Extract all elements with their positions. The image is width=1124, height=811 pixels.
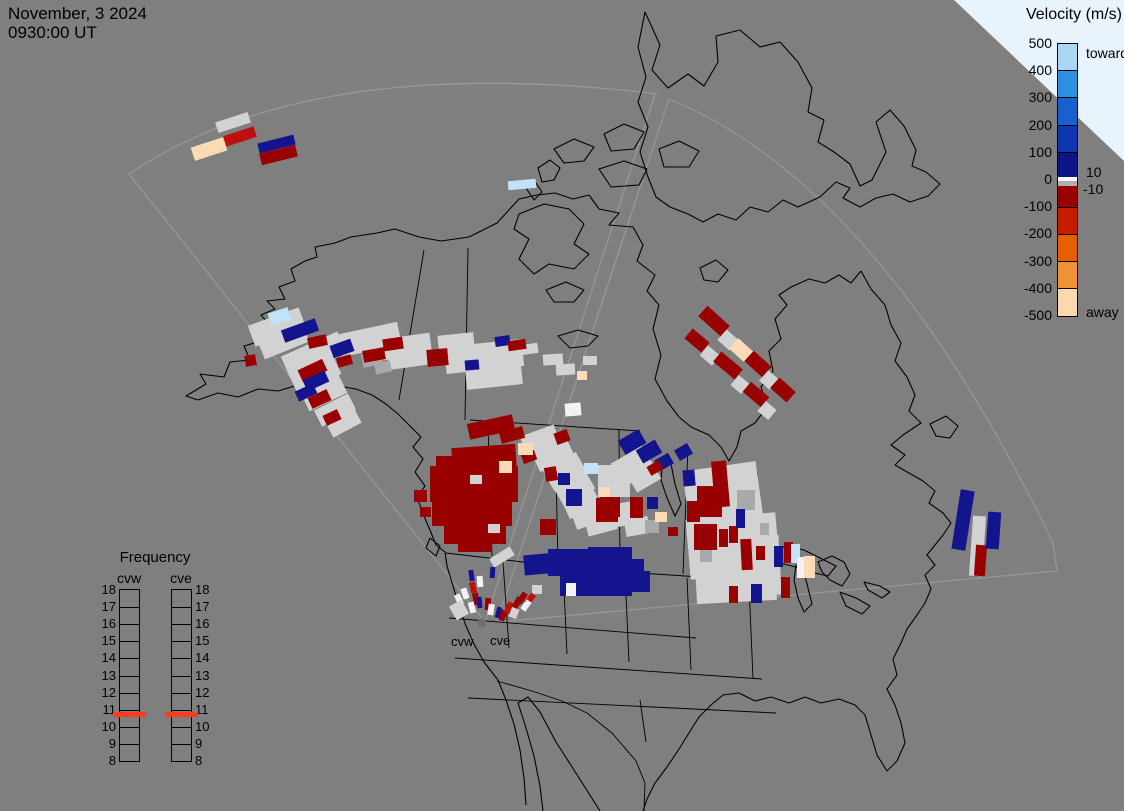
frequency-bar-tick	[120, 641, 139, 643]
frequency-scale-label: 15	[195, 633, 210, 649]
velocity-tick-label: 100	[1028, 143, 1052, 160]
coastlines	[185, 11, 959, 811]
frequency-bar-tick	[172, 743, 191, 745]
frequency-bar-tick	[120, 658, 139, 660]
frequency-column-header-cvw: cvw	[116, 570, 142, 586]
velocity-colorbar-segment	[1058, 98, 1077, 126]
frequency-bar-tick	[172, 658, 191, 660]
frequency-scale-label: 15	[101, 633, 116, 649]
frequency-bar-tick	[120, 692, 139, 694]
velocity-colorbar-segment	[1058, 181, 1077, 186]
radar-site-label-cvw: cvw	[451, 634, 474, 649]
velocity-away-label: away	[1086, 304, 1119, 320]
frequency-bar-tick	[172, 624, 191, 626]
frequency-scale-label: 8	[195, 753, 203, 768]
frequency-scale-label: 11	[102, 701, 117, 717]
velocity-tick-label: 500	[1028, 35, 1052, 51]
frequency-scale-label: 13	[195, 667, 210, 683]
time-label: 0930:00 UT	[8, 23, 97, 42]
velocity-tick-label: -100	[1023, 198, 1052, 215]
frequency-scale-label: 18	[195, 582, 210, 597]
radar-fov-lines	[128, 82, 1058, 623]
frequency-scale-label: 11	[195, 701, 209, 717]
velocity-colorbar-segment	[1058, 126, 1077, 153]
frequency-scale-label: 9	[195, 735, 203, 751]
velocity-colorbar	[1057, 43, 1078, 317]
frequency-column-header-cve: cve	[170, 570, 192, 586]
velocity-pos-threshold-label: 10	[1086, 164, 1102, 180]
frequency-bar-tick	[172, 726, 191, 728]
velocity-neg-threshold-label: -10	[1083, 181, 1104, 197]
frequency-bar-tick	[172, 607, 191, 609]
frequency-scale-label: 14	[101, 650, 116, 666]
frequency-bar-tick	[120, 709, 139, 711]
frequency-bar-tick	[172, 675, 191, 677]
frequency-scale-label: 16	[101, 616, 116, 632]
frequency-scale-label: 10	[101, 718, 116, 734]
frequency-scale-label: 17	[101, 599, 116, 615]
velocity-legend-title: Velocity (m/s)	[1025, 6, 1122, 23]
frequency-bar-tick	[120, 607, 139, 609]
velocity-tick-label: -200	[1023, 225, 1052, 242]
velocity-toward-label: toward	[1086, 45, 1124, 61]
timestamp: November, 3 2024 0930:00 UT	[8, 4, 147, 42]
velocity-tick-label: 300	[1028, 89, 1052, 106]
velocity-tick-label: 400	[1028, 62, 1052, 79]
velocity-tick-label: -500	[1023, 307, 1052, 323]
velocity-colorbar-segment	[1058, 177, 1077, 181]
frequency-marker-cve	[165, 711, 198, 717]
frequency-scale-label: 16	[195, 616, 210, 632]
frequency-scale-label: 18	[101, 582, 116, 597]
radar-site-marker	[477, 618, 487, 628]
frequency-bar-tick	[172, 692, 191, 694]
velocity-tick-label: -300	[1023, 252, 1052, 269]
velocity-colorbar-segment	[1058, 262, 1077, 289]
frequency-bar-tick	[172, 641, 191, 643]
velocity-colorbar-segment	[1058, 186, 1077, 208]
velocity-colorbar-segment	[1058, 208, 1077, 235]
frequency-scale-label: 12	[195, 684, 210, 700]
velocity-colorbar-segment	[1058, 71, 1077, 98]
frequency-bar-tick	[120, 726, 139, 728]
velocity-colorbar-segment	[1058, 153, 1077, 177]
frequency-bar-cvw	[119, 589, 140, 762]
frequency-scale-label: 9	[108, 735, 116, 751]
velocity-colorbar-segment	[1058, 289, 1077, 316]
velocity-colorbar-segment	[1058, 235, 1077, 262]
velocity-tick-label: -400	[1023, 279, 1052, 296]
frequency-scale-label: 13	[101, 667, 116, 683]
frequency-legend-title: Frequency	[119, 549, 191, 566]
date-label: November, 3 2024	[8, 4, 147, 23]
velocity-colorbar-segment	[1058, 44, 1077, 71]
frequency-bar-cve	[171, 589, 192, 762]
velocity-tick-label: 200	[1028, 116, 1052, 133]
frequency-marker-cvw	[113, 711, 146, 717]
frequency-scale-label: 10	[195, 718, 210, 734]
radar-site-label-cve: cve	[490, 633, 511, 648]
frequency-scale-label: 8	[108, 753, 116, 768]
frequency-scale-label: 12	[101, 684, 116, 700]
frequency-bar-tick	[120, 743, 139, 745]
frequency-bar-tick	[120, 675, 139, 677]
frequency-bar-tick	[120, 624, 139, 626]
frequency-scale-label: 14	[195, 650, 210, 666]
frequency-bar-tick	[172, 709, 191, 711]
velocity-tick-label: 0	[1044, 171, 1052, 187]
frequency-scale-label: 17	[195, 599, 210, 615]
